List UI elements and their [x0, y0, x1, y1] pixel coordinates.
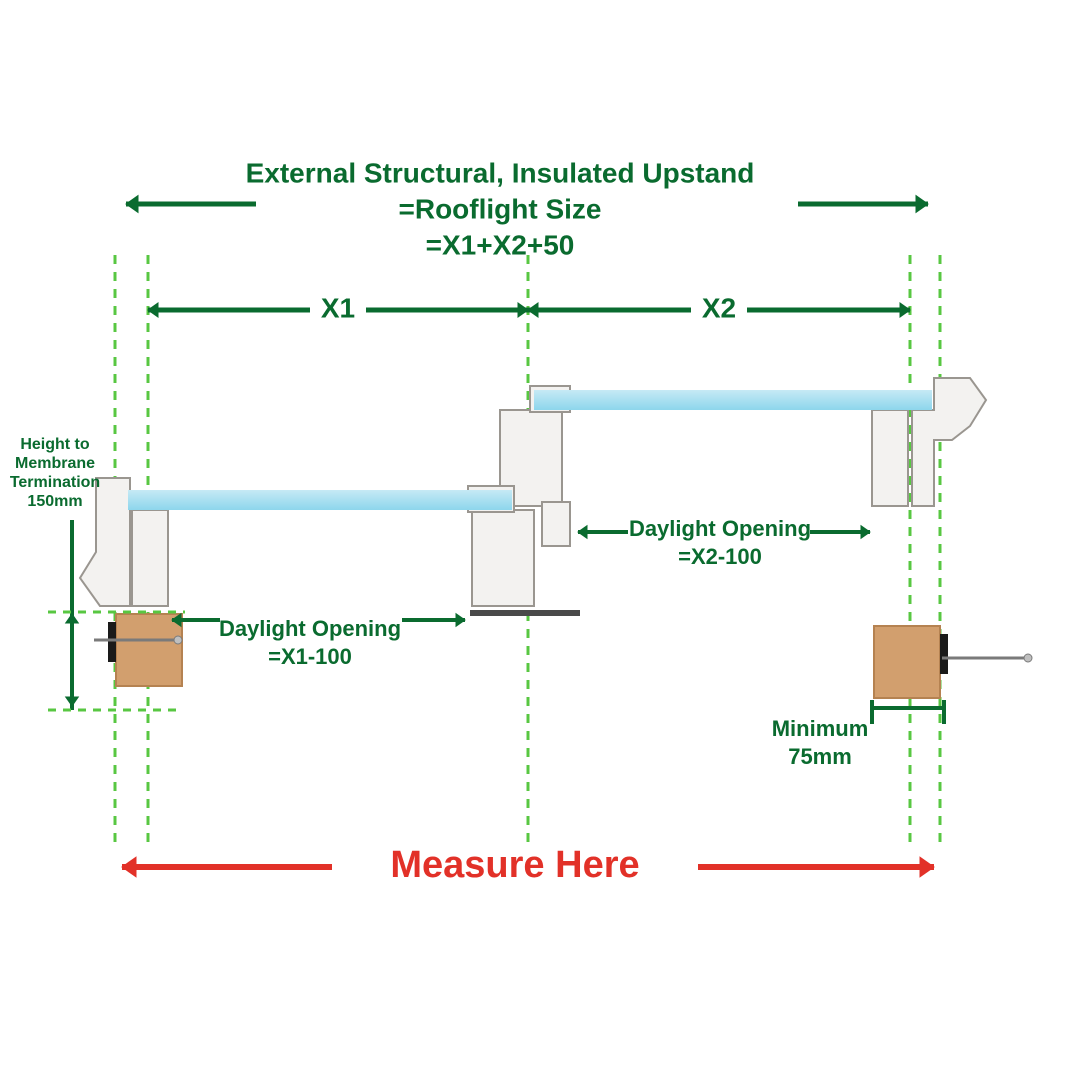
daylight1-label-2: =X1-100: [268, 644, 352, 669]
rooflight-measure-diagram: External Structural, Insulated Upstand =R…: [0, 0, 1080, 1080]
dim-x1-label: X1: [321, 292, 355, 323]
membrane-label-4: 150mm: [27, 493, 82, 510]
glass-right: [534, 390, 932, 410]
frame-center-tongue: [542, 502, 570, 546]
title-line-2: =Rooflight Size: [399, 193, 602, 224]
dim-x2-label: X2: [702, 292, 736, 323]
daylight2-label-1: Daylight Opening: [629, 516, 811, 541]
frame-right-inner: [872, 410, 908, 506]
frame-left-inner: [132, 510, 168, 606]
timber-left: [116, 614, 182, 686]
min75-label-1: Minimum: [772, 716, 869, 741]
membrane-label-2: Membrane: [15, 455, 95, 472]
daylight2-label-2: =X2-100: [678, 544, 762, 569]
frame-base-plate: [470, 610, 580, 616]
title-line-1: External Structural, Insulated Upstand: [246, 157, 755, 188]
membrane-label-1: Height to: [20, 436, 90, 453]
title-line-3: =X1+X2+50: [426, 229, 575, 260]
membrane-label-3: Termination: [10, 474, 100, 491]
seal-right: [940, 634, 948, 674]
seal-left: [108, 622, 116, 662]
measure-here-label: Measure Here: [390, 844, 639, 886]
fastener-right-head: [1024, 654, 1032, 662]
daylight1-label-1: Daylight Opening: [219, 616, 401, 641]
glass-left: [128, 490, 512, 510]
frame-center-lower: [472, 510, 534, 606]
fastener-left-head: [174, 636, 182, 644]
min75-label-2: 75mm: [788, 744, 852, 769]
timber-right: [874, 626, 940, 698]
